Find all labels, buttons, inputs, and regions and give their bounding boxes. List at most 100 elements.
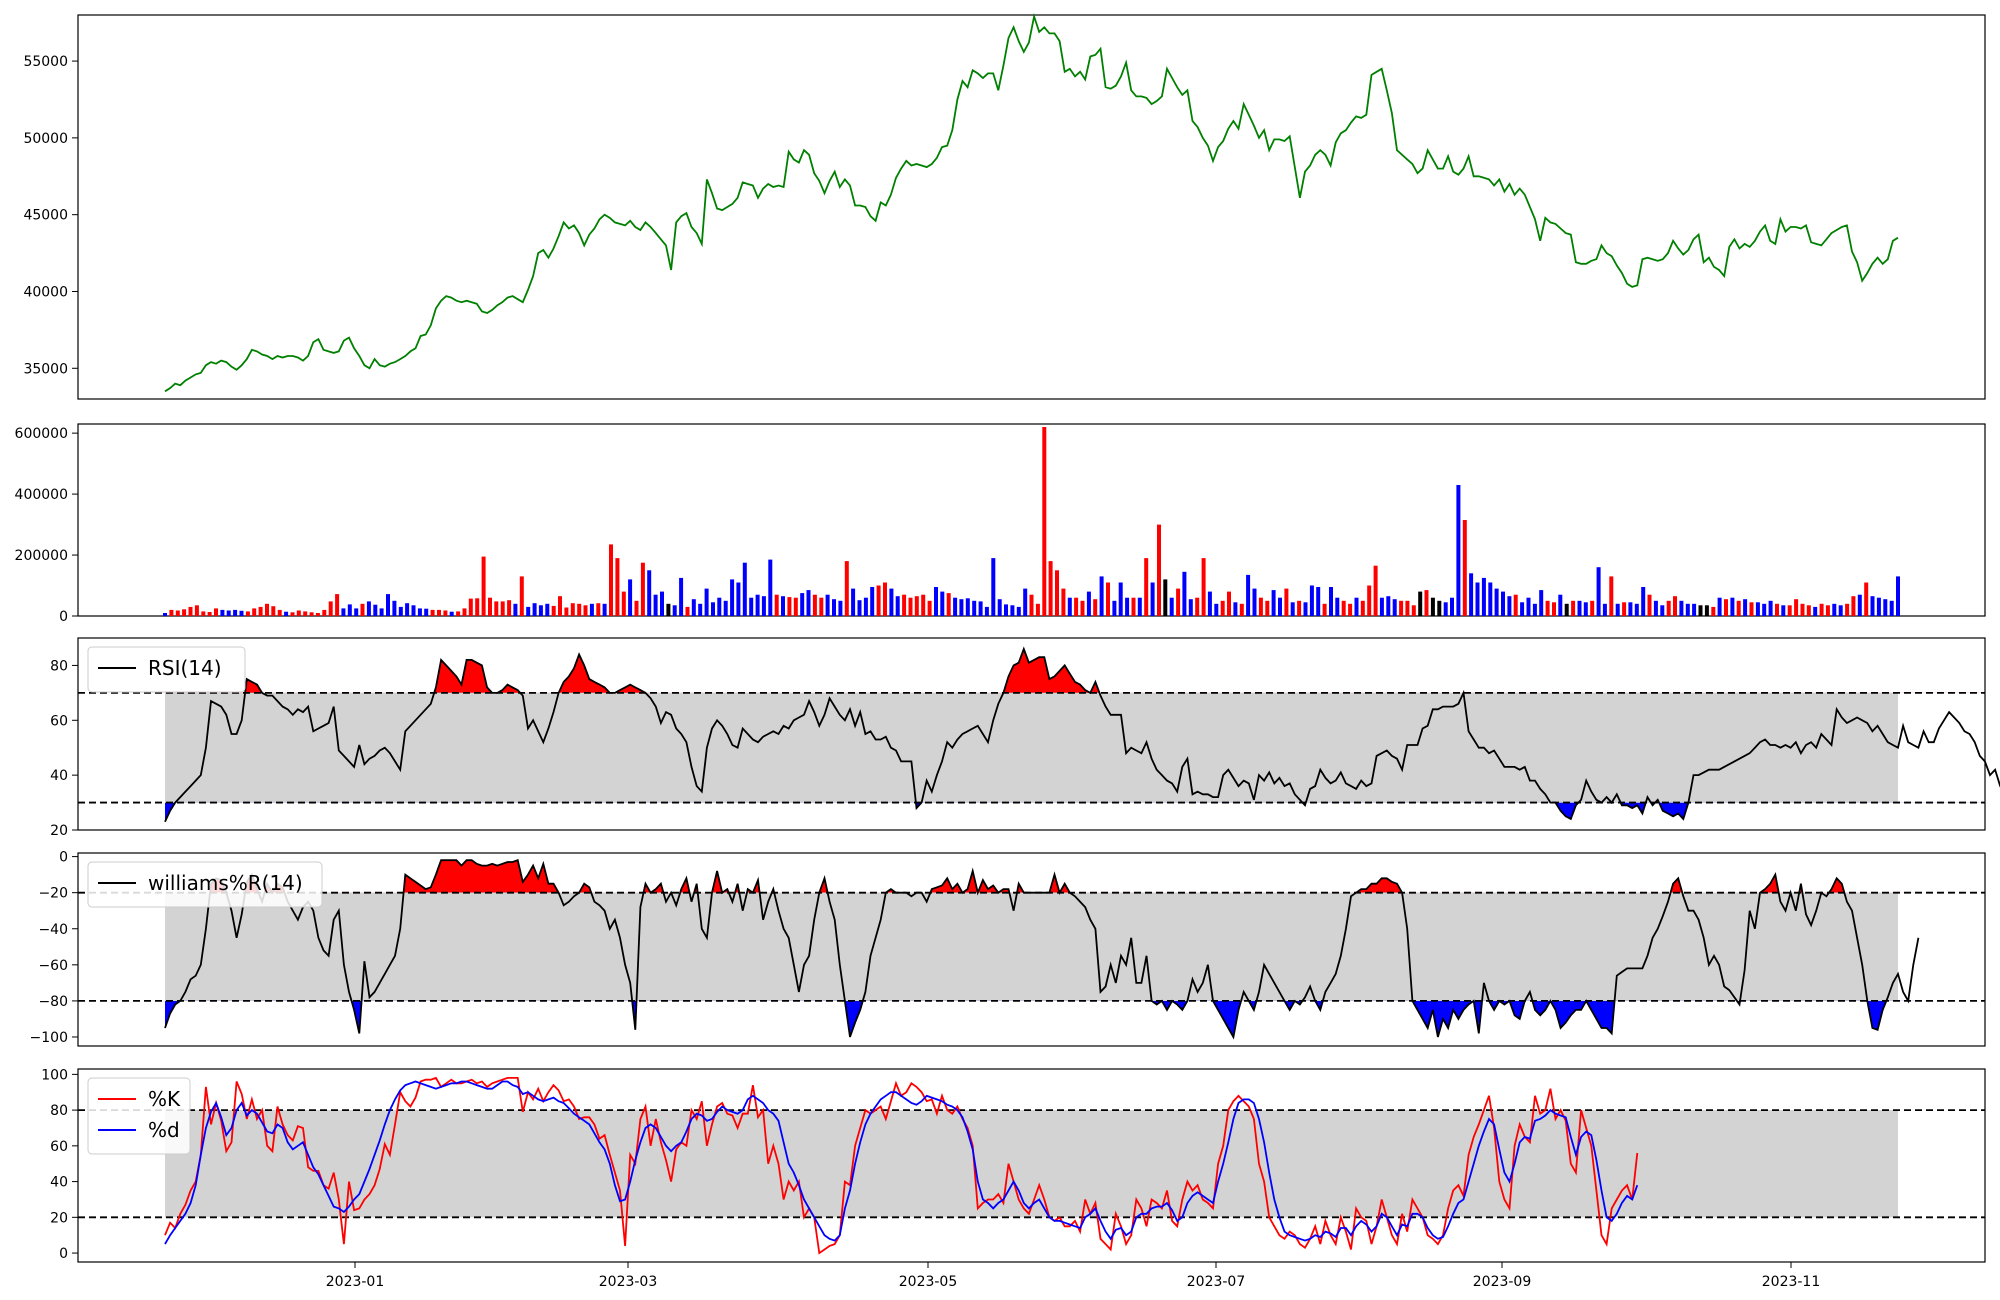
volume-bar	[1870, 596, 1875, 616]
y-tick-label: 40	[50, 768, 68, 784]
volume-bar	[1876, 597, 1881, 616]
volume-bar	[1176, 588, 1181, 616]
volume-bar	[468, 598, 473, 616]
volume-bar	[373, 604, 378, 616]
volume-bar	[1596, 567, 1601, 616]
y-tick-label: 0	[59, 850, 68, 866]
volume-bar	[1845, 603, 1850, 616]
volume-bar	[315, 613, 320, 616]
y-tick-label: 400000	[15, 487, 68, 503]
y-tick-label: 200000	[15, 548, 68, 564]
volume-bar	[1743, 599, 1748, 616]
volume-bar	[475, 598, 480, 616]
volume-bar	[1233, 602, 1238, 616]
volume-bar	[449, 611, 454, 616]
volume-bar	[1086, 591, 1091, 616]
volume-bar	[545, 603, 550, 616]
volume-bar	[437, 609, 441, 616]
volume-bar	[1322, 603, 1327, 616]
volume-bar	[366, 601, 371, 616]
y-tick-label: 60	[50, 713, 68, 729]
volume-bar	[602, 603, 607, 616]
legend-label: %K	[148, 1087, 181, 1111]
volume-bar	[1462, 520, 1467, 616]
volume-bar	[902, 594, 907, 616]
volume-bar	[1711, 606, 1716, 616]
volume-bar	[660, 591, 664, 616]
volume-bar	[978, 601, 983, 616]
volume-bar	[997, 599, 1002, 616]
volume-bar	[1405, 600, 1410, 616]
y-tick-label: 35000	[23, 361, 68, 377]
volume-bar	[296, 610, 301, 616]
volume-panel: 0 200000 400000 600000	[15, 423, 1986, 625]
volume-bar	[1704, 605, 1709, 616]
volume-bar	[1794, 599, 1799, 616]
volume-bar	[1762, 603, 1767, 616]
volume-bar	[1080, 600, 1085, 616]
price-panel: 35000 40000 45000 50000 55000	[23, 12, 1986, 400]
volume-bar	[1341, 600, 1346, 616]
volume-bar	[1392, 599, 1397, 616]
y-tick-label: 20	[50, 823, 68, 839]
y-tick-label: 40	[50, 1175, 68, 1191]
volume-bar	[1379, 597, 1384, 616]
volume-bar	[188, 606, 193, 616]
volume-bar	[819, 597, 824, 616]
volume-bar	[564, 607, 569, 616]
volume-bar	[226, 610, 231, 616]
volume-bar	[1653, 600, 1658, 616]
volume-bar	[233, 609, 238, 616]
volume-bar	[284, 611, 289, 616]
volume-bar	[628, 579, 633, 616]
volume-bar	[647, 570, 652, 616]
volume-bar	[1755, 602, 1760, 616]
volume-bar	[207, 612, 212, 616]
x-tick-label: 2023-03	[599, 1274, 658, 1290]
volume-bar	[1067, 597, 1072, 616]
volume-bar	[1258, 597, 1263, 616]
volume-bar	[895, 596, 900, 616]
volume-bar	[1214, 603, 1219, 616]
volume-bar	[691, 599, 696, 616]
volume-bar	[538, 605, 543, 616]
volume-bar	[793, 597, 798, 616]
volume-bar	[1144, 558, 1149, 616]
volume-bar	[1692, 603, 1697, 616]
volume-bar	[392, 600, 397, 616]
volume-bar	[812, 594, 817, 616]
volume-bar	[577, 603, 582, 616]
volume-bar	[1246, 574, 1251, 616]
volume-bar	[723, 600, 728, 616]
panel-frame	[77, 637, 1986, 831]
volume-bar	[341, 608, 346, 616]
volume-bar	[411, 605, 416, 616]
volume-bar	[640, 562, 645, 616]
volume-bar	[1418, 591, 1423, 616]
volume-bar	[558, 596, 562, 616]
volume-bar	[965, 598, 970, 616]
volume-bar	[258, 606, 263, 616]
volume-bar	[787, 597, 792, 616]
volume-bar	[742, 562, 747, 616]
volume-bar	[1163, 579, 1168, 616]
volume-bar	[1838, 605, 1843, 616]
volume-bar	[1647, 594, 1652, 616]
y-tick-label: 0	[59, 609, 68, 625]
volume-bar	[1730, 597, 1735, 616]
volume-bar	[1488, 582, 1493, 616]
volume-bar	[1150, 582, 1155, 616]
volume-bar	[615, 558, 620, 616]
volume-bar	[1360, 600, 1365, 616]
volume-bar	[1399, 600, 1404, 616]
panel-frame	[77, 14, 1986, 400]
volume-bar	[1297, 600, 1302, 616]
volume-bar	[443, 610, 448, 616]
x-tick-label: 2023-05	[899, 1274, 958, 1290]
volume-bar	[1348, 603, 1353, 616]
volume-bar	[462, 608, 467, 616]
volume-bar	[953, 597, 958, 616]
volume-bar	[1201, 558, 1206, 616]
volume-bar	[309, 612, 314, 616]
volume-bar	[1698, 605, 1703, 616]
